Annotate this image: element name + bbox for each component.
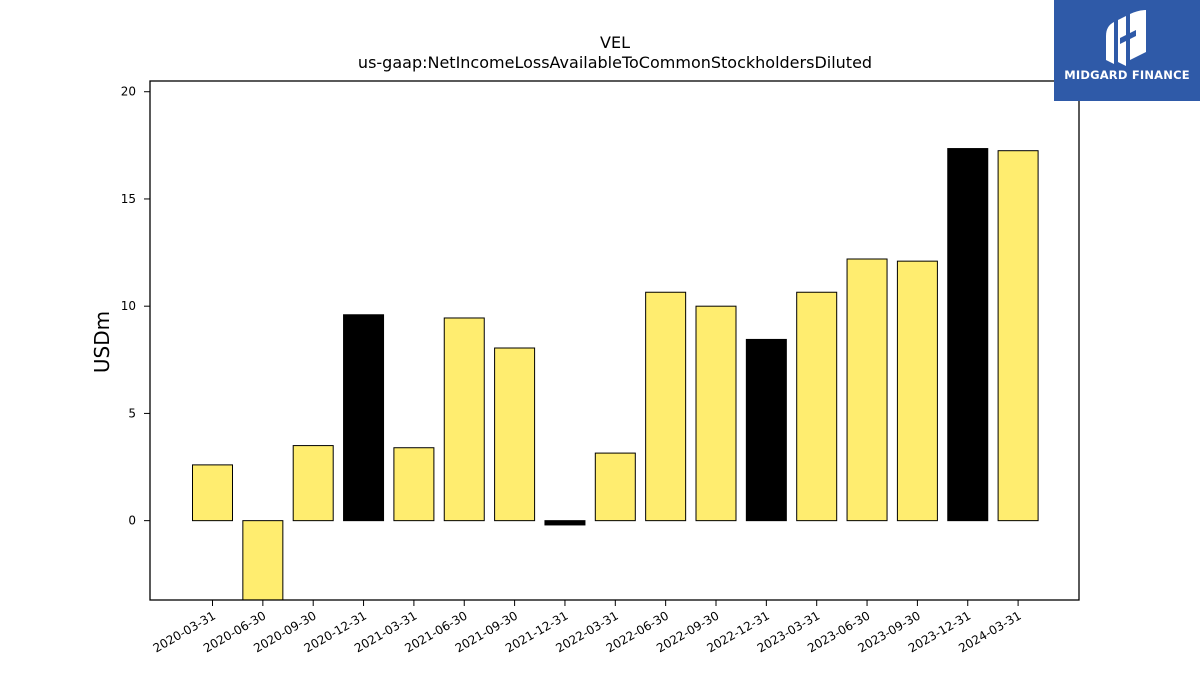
y-tick-label: 0 [128, 514, 136, 528]
bar-2020-12-31 [343, 314, 385, 522]
plot-frame [149, 80, 1080, 601]
bar-2023-12-31 [947, 148, 989, 522]
logo-mark-icon [1106, 10, 1146, 66]
bar-2021-06-30 [443, 317, 485, 522]
bar-2021-03-31 [393, 447, 435, 522]
bar-2023-06-30 [846, 258, 888, 522]
y-tick-label: 10 [121, 299, 136, 313]
bars-group [192, 148, 1039, 601]
bar-2022-12-31 [745, 338, 787, 522]
bar-2022-06-30 [645, 291, 687, 522]
bar-2022-09-30 [695, 305, 737, 522]
bar-2021-12-31 [544, 520, 586, 526]
logo-text: MIDGARD FINANCE [1064, 68, 1190, 82]
bar-2020-03-31 [192, 464, 233, 522]
chart-title: VEL [600, 33, 630, 52]
y-ticks-group: 0 5 10 15 20 [121, 85, 150, 528]
y-tick-label: 15 [121, 192, 136, 206]
bar-2022-03-31 [594, 452, 636, 522]
midgard-finance-logo: MIDGARD FINANCE [1054, 0, 1200, 101]
y-tick-label: 20 [121, 85, 136, 99]
chart-subtitle: us-gaap:NetIncomeLossAvailableToCommonSt… [358, 53, 872, 72]
x-ticks-group: 2020-03-312020-06-302020-09-302020-12-31… [151, 600, 1024, 655]
bar-2020-09-30 [292, 445, 334, 522]
bar-2023-03-31 [796, 291, 838, 522]
bar-2021-09-30 [494, 347, 536, 522]
y-axis-label: USDm [90, 311, 114, 373]
bar-2024-03-31 [997, 150, 1039, 522]
y-tick-label: 5 [128, 406, 136, 420]
bar-2020-06-30 [242, 520, 284, 601]
bar-2023-09-30 [896, 260, 938, 522]
